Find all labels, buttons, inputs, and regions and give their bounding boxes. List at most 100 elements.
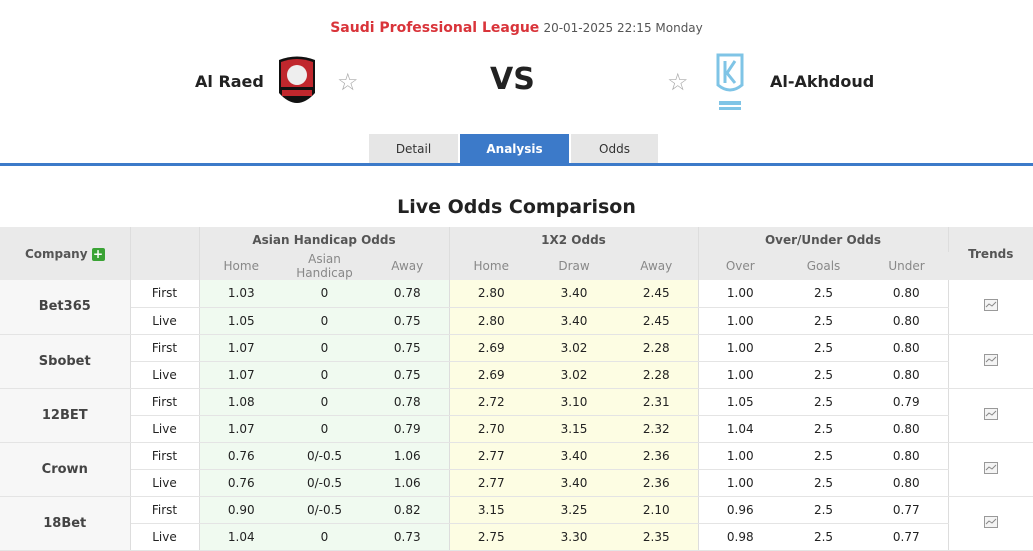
odds-value[interactable]: 1.00 [698, 469, 782, 497]
odds-value[interactable]: 2.35 [615, 523, 699, 551]
odds-value[interactable]: 1.08 [199, 388, 283, 416]
odds-value[interactable]: 3.40 [533, 280, 615, 308]
odds-value[interactable]: 2.5 [782, 334, 865, 362]
odds-value[interactable]: 0.78 [366, 388, 450, 416]
odds-value[interactable]: 1.00 [698, 307, 782, 335]
trend-chart-icon[interactable] [948, 280, 1033, 335]
odds-value[interactable]: 2.5 [782, 523, 865, 551]
odds-value[interactable]: 0/-0.5 [283, 469, 366, 497]
odds-value[interactable]: 1.00 [698, 442, 782, 470]
odds-value[interactable]: 0.80 [865, 361, 949, 389]
odds-value[interactable]: 3.15 [449, 496, 533, 524]
odds-value[interactable]: 0 [283, 334, 366, 362]
odds-value[interactable]: 2.28 [615, 361, 699, 389]
odds-value[interactable]: 0.82 [366, 496, 450, 524]
odds-value[interactable]: 0 [283, 415, 366, 443]
odds-value[interactable]: 2.72 [449, 388, 533, 416]
odds-value[interactable]: 0 [283, 388, 366, 416]
away-team-name[interactable]: Al-Akhdoud [770, 72, 875, 91]
odds-value[interactable]: 0.75 [366, 334, 450, 362]
odds-value[interactable]: 2.77 [449, 442, 533, 470]
odds-value[interactable]: 1.03 [199, 280, 283, 308]
odds-value[interactable]: 3.02 [533, 334, 615, 362]
company-name[interactable]: Crown [0, 442, 131, 497]
odds-value[interactable]: 0.96 [698, 496, 782, 524]
odds-value[interactable]: 0.80 [865, 280, 949, 308]
home-team-name[interactable]: Al Raed [195, 72, 264, 91]
company-name[interactable]: Bet365 [0, 280, 131, 335]
odds-value[interactable]: 2.5 [782, 469, 865, 497]
odds-value[interactable]: 1.05 [698, 388, 782, 416]
odds-value[interactable]: 0.80 [865, 415, 949, 443]
odds-value[interactable]: 0.80 [865, 307, 949, 335]
odds-value[interactable]: 2.75 [449, 523, 533, 551]
odds-value[interactable]: 2.70 [449, 415, 533, 443]
odds-value[interactable]: 0.79 [865, 388, 949, 416]
tab-odds[interactable]: Odds [571, 134, 658, 164]
odds-value[interactable]: 0.77 [865, 523, 949, 551]
odds-value[interactable]: 3.25 [533, 496, 615, 524]
odds-value[interactable]: 3.40 [533, 307, 615, 335]
trend-chart-icon[interactable] [948, 334, 1033, 389]
odds-value[interactable]: 0.79 [366, 415, 450, 443]
odds-value[interactable]: 0.76 [199, 469, 283, 497]
odds-value[interactable]: 2.45 [615, 280, 699, 308]
odds-value[interactable]: 3.15 [533, 415, 615, 443]
company-name[interactable]: 12BET [0, 388, 131, 443]
odds-value[interactable]: 2.36 [615, 469, 699, 497]
odds-value[interactable]: 1.04 [199, 523, 283, 551]
odds-value[interactable]: 1.00 [698, 361, 782, 389]
odds-value[interactable]: 1.07 [199, 334, 283, 362]
odds-value[interactable]: 2.80 [449, 307, 533, 335]
trend-chart-icon[interactable] [948, 388, 1033, 443]
odds-value[interactable]: 2.80 [449, 280, 533, 308]
odds-value[interactable]: 2.45 [615, 307, 699, 335]
odds-value[interactable]: 3.02 [533, 361, 615, 389]
odds-value[interactable]: 3.40 [533, 442, 615, 470]
odds-value[interactable]: 0.98 [698, 523, 782, 551]
odds-value[interactable]: 2.5 [782, 442, 865, 470]
odds-value[interactable]: 0 [283, 361, 366, 389]
odds-value[interactable]: 1.06 [366, 469, 450, 497]
odds-value[interactable]: 2.5 [782, 307, 865, 335]
odds-value[interactable]: 1.07 [199, 361, 283, 389]
odds-value[interactable]: 1.06 [366, 442, 450, 470]
odds-value[interactable]: 0.77 [865, 496, 949, 524]
odds-value[interactable]: 2.5 [782, 280, 865, 308]
odds-value[interactable]: 0.78 [366, 280, 450, 308]
odds-value[interactable]: 3.30 [533, 523, 615, 551]
odds-value[interactable]: 0.75 [366, 361, 450, 389]
tab-analysis[interactable]: Analysis [460, 134, 569, 164]
odds-value[interactable]: 0.80 [865, 442, 949, 470]
odds-value[interactable]: 2.36 [615, 442, 699, 470]
odds-value[interactable]: 1.00 [698, 280, 782, 308]
odds-value[interactable]: 2.10 [615, 496, 699, 524]
odds-value[interactable]: 0.90 [199, 496, 283, 524]
odds-value[interactable]: 0.73 [366, 523, 450, 551]
favorite-away-star-icon[interactable]: ☆ [667, 68, 689, 96]
trend-chart-icon[interactable] [948, 496, 1033, 551]
odds-value[interactable]: 2.77 [449, 469, 533, 497]
odds-value[interactable]: 0 [283, 280, 366, 308]
odds-value[interactable]: 0 [283, 523, 366, 551]
odds-value[interactable]: 2.5 [782, 415, 865, 443]
odds-value[interactable]: 0.76 [199, 442, 283, 470]
odds-value[interactable]: 2.5 [782, 496, 865, 524]
favorite-home-star-icon[interactable]: ☆ [337, 68, 359, 96]
odds-value[interactable]: 0.80 [865, 334, 949, 362]
odds-value[interactable]: 2.69 [449, 334, 533, 362]
odds-value[interactable]: 1.07 [199, 415, 283, 443]
odds-value[interactable]: 1.04 [698, 415, 782, 443]
odds-value[interactable]: 0/-0.5 [283, 496, 366, 524]
odds-value[interactable]: 2.28 [615, 334, 699, 362]
odds-value[interactable]: 2.32 [615, 415, 699, 443]
odds-value[interactable]: 1.05 [199, 307, 283, 335]
odds-value[interactable]: 2.5 [782, 361, 865, 389]
odds-value[interactable]: 2.69 [449, 361, 533, 389]
league-name[interactable]: Saudi Professional League [330, 20, 540, 36]
company-name[interactable]: 18Bet [0, 496, 131, 551]
odds-value[interactable]: 0/-0.5 [283, 442, 366, 470]
add-company-icon[interactable]: + [91, 246, 105, 261]
company-name[interactable]: Sbobet [0, 334, 131, 389]
odds-value[interactable]: 2.31 [615, 388, 699, 416]
